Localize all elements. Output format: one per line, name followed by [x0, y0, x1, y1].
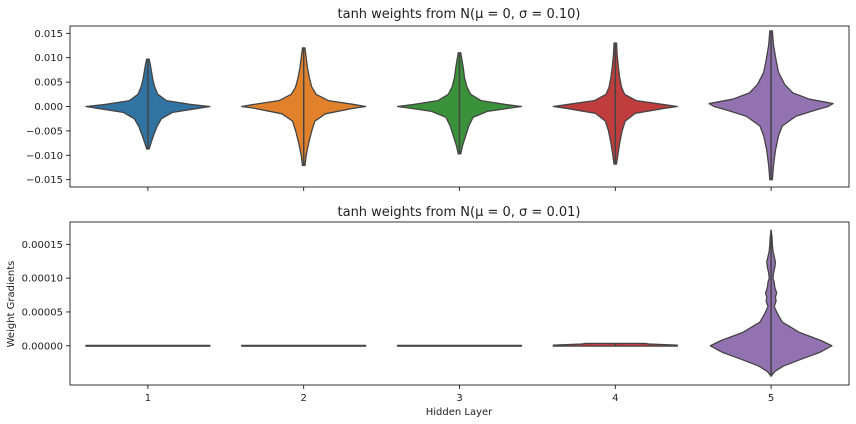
top-y-tick-label: 0.000	[34, 102, 63, 113]
top-y-tick-label: 0.015	[34, 29, 63, 40]
top-y-tick-label: −0.015	[26, 175, 63, 186]
bottom-x-tick-label: 5	[768, 393, 774, 404]
bottom-x-tick-label: 1	[145, 393, 151, 404]
top-chart-title: tanh weights from N(μ = 0, σ = 0.10)	[338, 7, 581, 22]
bottom-violin-panel: tanh weights from N(μ = 0, σ = 0.01) 0.0…	[6, 205, 850, 418]
bottom-chart-title: tanh weights from N(μ = 0, σ = 0.01)	[338, 205, 581, 220]
bottom-x-tick-label: 2	[301, 393, 307, 404]
top-y-tick-label: 0.010	[34, 53, 63, 64]
bottom-x-tick-label: 3	[456, 393, 462, 404]
bottom-y-tick-label: 0.00010	[22, 274, 63, 285]
bottom-y-tick-label: 0.00000	[22, 341, 63, 352]
bottom-y-ticks: 0.00000 0.00005 0.00010 0.00015	[22, 240, 70, 352]
bottom-x-tick-label: 4	[612, 393, 618, 404]
top-y-ticks: −0.015 −0.010 −0.005 0.000 0.005 0.010 0.015	[26, 29, 70, 186]
top-violins	[85, 30, 834, 181]
y-axis-label: Weight Gradients	[6, 261, 17, 348]
bottom-axes-frame	[69, 221, 850, 386]
top-y-tick-label: 0.005	[34, 78, 63, 89]
top-x-ticks	[147, 187, 772, 191]
top-y-tick-label: −0.010	[26, 151, 63, 162]
top-violin-panel: tanh weights from N(μ = 0, σ = 0.10) −0.…	[26, 7, 850, 191]
x-axis-label: Hidden Layer	[426, 407, 493, 418]
bottom-x-ticks: 1 2 3 4 5	[145, 385, 774, 404]
top-y-tick-label: −0.005	[26, 126, 63, 137]
bottom-violins	[85, 229, 833, 377]
bottom-y-tick-label: 0.00005	[22, 307, 63, 318]
bottom-y-tick-label: 0.00015	[22, 240, 63, 251]
